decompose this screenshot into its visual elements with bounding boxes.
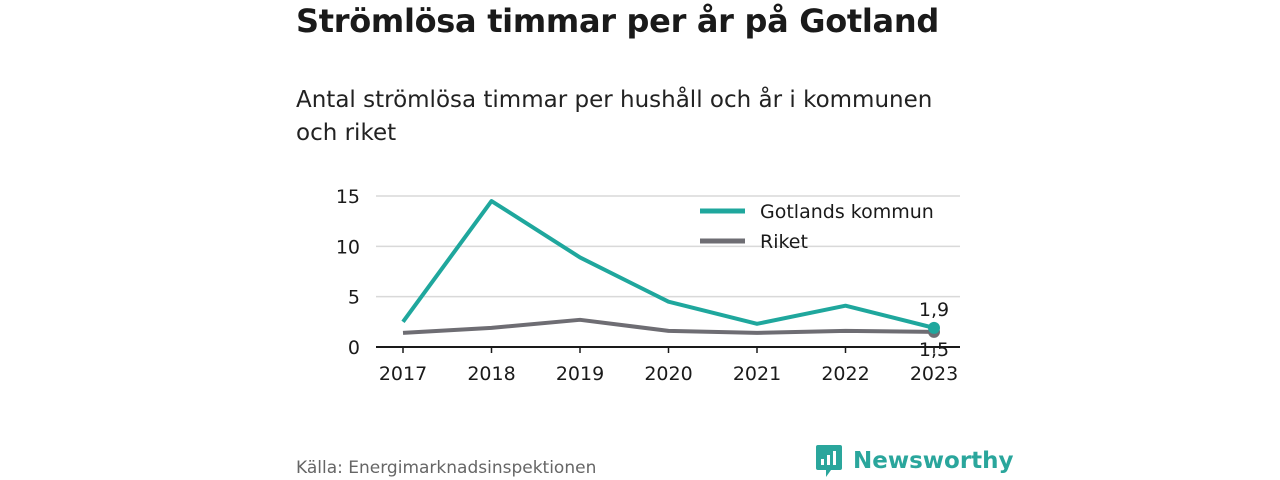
x-tick-label: 2020 [644,363,692,385]
x-tick-label: 2022 [821,363,869,385]
legend-label: Gotlands kommun [760,201,934,223]
chart-subtitle: Antal strömlösa timmar per hushåll och å… [296,87,933,146]
brand-logo[interactable]: Newsworthy [815,444,1014,478]
end-label-riket: 1,5 [919,339,949,361]
series-end-point-gotlands-kommun [928,321,940,334]
x-tick-label: 2019 [556,363,604,385]
x-tick-label: 2017 [379,363,427,385]
y-tick-label: 15 [336,186,360,208]
end-value-labels: 1,9 1,5 [919,299,949,361]
newsworthy-logo-icon [816,445,842,477]
chart-title: Strömlösa timmar per år på Gotland [296,2,939,40]
y-tick-label: 5 [348,287,360,309]
gridlines [376,195,960,298]
legend: Gotlands kommun Riket [700,201,934,253]
end-label-gotlands-kommun: 1,9 [919,299,949,321]
x-tick-label: 2021 [733,363,781,385]
series-line-riket [402,317,935,335]
y-tick-label: 10 [336,236,360,258]
x-tick-label: 2018 [467,363,515,385]
legend-label: Riket [760,231,808,253]
source-note: Källa: Energimarknadsinspektionen [296,458,597,478]
brand-name: Newsworthy [853,448,1014,474]
series-line-gotlands-kommun [401,199,935,330]
series-lines [401,199,940,338]
x-axis: 2017 2018 2019 2020 2021 2022 2023 [376,346,960,385]
y-tick-label: 0 [348,337,360,359]
x-tick-label: 2023 [910,363,958,385]
y-axis: 0 5 10 15 [336,186,360,359]
